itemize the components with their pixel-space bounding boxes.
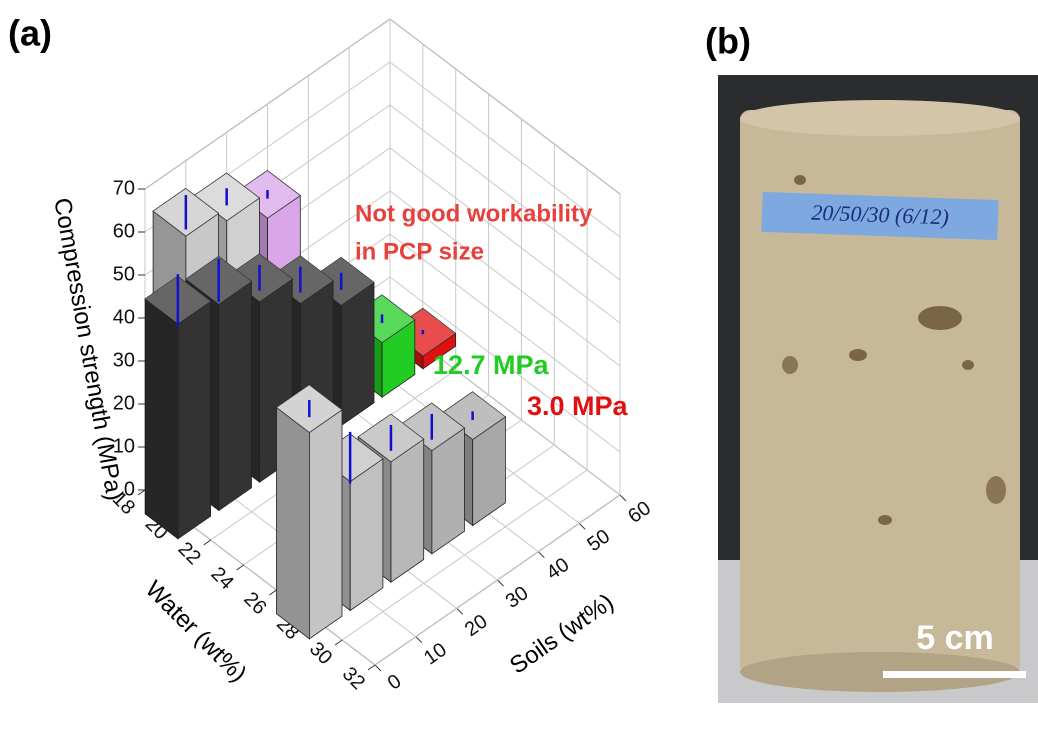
- tick-mark: [456, 607, 464, 615]
- pore: [918, 306, 962, 330]
- bar-left-shade: [276, 407, 310, 639]
- panel-label: (b): [705, 21, 751, 62]
- tick-mark: [374, 664, 382, 672]
- cylinder-top: [740, 100, 1020, 136]
- y-tick-label: 32: [338, 663, 369, 694]
- x-tick-label: 60: [624, 497, 655, 528]
- cylinder: [740, 110, 1020, 675]
- y-tick-label: 22: [174, 538, 205, 569]
- y-tick-label: 24: [206, 563, 237, 594]
- grid-line: [341, 469, 588, 641]
- tick-mark: [334, 639, 343, 646]
- y-axis-title: Water (wt%): [140, 576, 252, 688]
- chart-3d: 0102030405060182022242628303201020304050…: [48, 18, 655, 695]
- grid-line: [389, 276, 621, 453]
- scale-bar: [883, 671, 1026, 678]
- pore: [849, 349, 867, 361]
- tick-mark: [367, 664, 376, 671]
- tick-mark: [497, 579, 504, 587]
- annotation: Not good workability: [355, 200, 593, 227]
- pore: [962, 360, 974, 370]
- tick-mark: [137, 489, 146, 496]
- pore: [782, 356, 798, 374]
- tick-mark: [269, 589, 277, 596]
- tick-mark: [203, 539, 212, 546]
- z-tick-label: 0: [124, 478, 135, 500]
- bar-front: [177, 300, 212, 540]
- annotation: in PCP size: [355, 238, 484, 265]
- x-tick-label: 40: [542, 554, 573, 585]
- bar-front: [390, 438, 425, 583]
- x-tick-label: 20: [461, 610, 492, 641]
- tick-mark: [619, 494, 627, 502]
- x-tick-label: 10: [420, 639, 451, 670]
- grid-line: [144, 18, 391, 190]
- x-tick-label: 50: [583, 525, 614, 556]
- z-tick-label: 70: [113, 177, 135, 199]
- grid-line: [389, 190, 621, 367]
- bar-front: [308, 409, 343, 640]
- bar-front: [218, 280, 252, 512]
- tick-mark: [537, 551, 545, 559]
- grid-line: [374, 494, 621, 666]
- sample-tag: [761, 191, 999, 241]
- z-tick-label: 40: [113, 306, 135, 328]
- x-tick-label: 0: [384, 670, 406, 694]
- bar-left-shade: [145, 298, 178, 539]
- pore: [794, 175, 806, 185]
- grid-line: [389, 147, 621, 324]
- z-tick-label: 20: [113, 392, 135, 414]
- sample-label: 20/50/30 (6/12): [811, 200, 949, 230]
- z-tick-label: 50: [113, 263, 135, 285]
- bar-front: [349, 458, 384, 612]
- grid-line: [389, 18, 621, 195]
- scale-label: 5 cm: [916, 619, 994, 657]
- photo: 20/50/30 (6/12) 5 cm: [718, 75, 1038, 703]
- z-tick-label: 30: [113, 349, 135, 371]
- grid-line: [389, 61, 621, 238]
- pore: [986, 476, 1006, 504]
- z-tick-label: 10: [113, 435, 135, 457]
- tick-mark: [415, 636, 423, 644]
- grid-line: [389, 233, 621, 410]
- annotation: 3.0 MPa: [527, 391, 629, 421]
- panel-label: (a): [8, 13, 52, 54]
- tick-mark: [578, 522, 586, 530]
- z-tick-label: 60: [113, 220, 135, 242]
- tick-mark: [236, 564, 244, 571]
- annotation: 12.7 MPa: [433, 350, 550, 380]
- pore: [878, 515, 892, 525]
- grid-line: [389, 104, 621, 281]
- y-tick-label: 26: [239, 588, 270, 619]
- x-tick-label: 30: [502, 582, 533, 613]
- bar-front: [340, 281, 375, 427]
- cylinder-bottom: [740, 652, 1020, 692]
- y-tick-label: 30: [305, 638, 336, 669]
